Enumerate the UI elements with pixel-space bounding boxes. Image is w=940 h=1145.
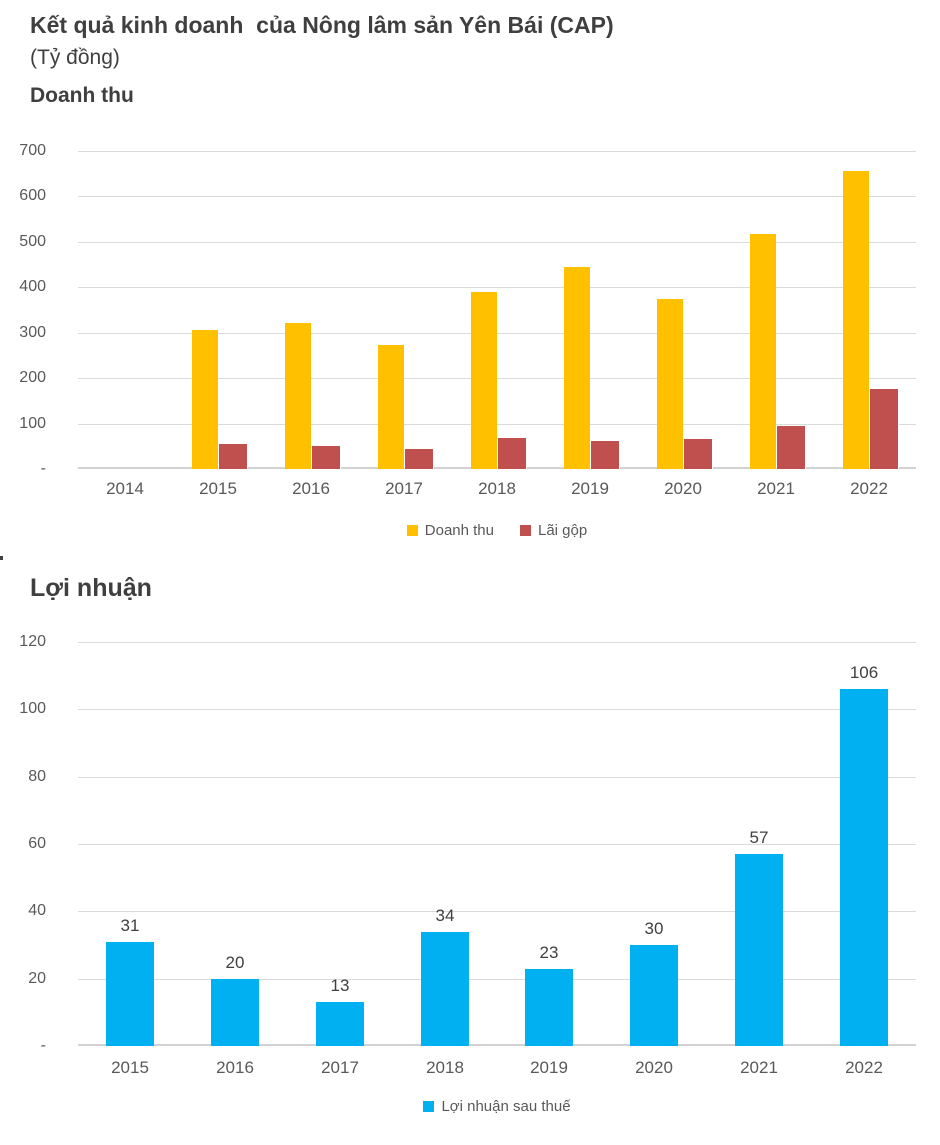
bar-lai-gop: [869, 388, 899, 469]
y-tick-label: 40: [28, 902, 46, 919]
x-tick-label: 2020: [664, 479, 702, 498]
bar-lai-gop: [497, 437, 527, 469]
x-tick-label: 2018: [478, 479, 516, 498]
y-tick-label: 120: [19, 633, 46, 650]
y-tick-label: 700: [19, 142, 46, 159]
bar-loi-nhuan-sau-thue: [840, 689, 888, 1046]
bar-loi-nhuan-sau-thue: [525, 969, 573, 1046]
x-tick-label: 2015: [111, 1058, 149, 1077]
bar-loi-nhuan-sau-thue: [421, 932, 469, 1046]
bar-lai-gop: [590, 440, 620, 469]
edge-artifact: [0, 556, 3, 560]
x-tick-label: 2016: [292, 479, 330, 498]
bar-doanh-thu: [843, 171, 869, 469]
bar-lai-gop: [776, 425, 806, 469]
legend-swatch-icon: [520, 525, 531, 536]
x-tick-label: 2022: [850, 479, 888, 498]
gridline: [78, 979, 916, 980]
bar-loi-nhuan-sau-thue: [106, 942, 154, 1046]
y-tick-label: -: [40, 1037, 46, 1054]
gridline: [78, 333, 916, 334]
gridline: [78, 151, 916, 152]
bar-lai-gop: [404, 448, 434, 469]
x-tick-label: 2021: [740, 1058, 778, 1077]
x-tick-label: 2017: [385, 479, 423, 498]
y-tick-label: 500: [19, 233, 46, 250]
x-tick-label: 2017: [321, 1058, 359, 1077]
bar-loi-nhuan-sau-thue: [211, 979, 259, 1046]
profit-legend: Lợi nhuận sau thuế: [78, 1098, 916, 1115]
y-tick-label: 600: [19, 187, 46, 204]
profit-plot-area: [78, 642, 916, 1046]
y-tick-label: 200: [19, 369, 46, 386]
gridline: [78, 777, 916, 778]
legend-item-doanh-thu: Doanh thu: [406, 522, 494, 539]
bar-doanh-thu: [192, 330, 218, 469]
x-tick-label: 2022: [845, 1058, 883, 1077]
gridline: [78, 242, 916, 243]
gridline: [78, 424, 916, 425]
x-tick-label: 2021: [757, 479, 795, 498]
bar-doanh-thu: [285, 323, 311, 469]
y-tick-label: 400: [19, 278, 46, 295]
legend-label: Lợi nhuận sau thuế: [441, 1098, 571, 1115]
bar-doanh-thu: [657, 299, 683, 469]
bar-doanh-thu: [471, 292, 497, 469]
revenue-legend: Doanh thu Lãi gộp: [78, 522, 916, 539]
x-tick-label: 2020: [635, 1058, 673, 1077]
x-tick-label: 2019: [530, 1058, 568, 1077]
revenue-chart-title: Doanh thu: [30, 84, 134, 107]
x-tick-label: 2019: [571, 479, 609, 498]
x-tick-label: 2016: [216, 1058, 254, 1077]
y-tick-label: 80: [28, 768, 46, 785]
bar-loi-nhuan-sau-thue: [630, 945, 678, 1046]
page-subtitle: (Tỷ đồng): [30, 46, 120, 69]
legend-swatch-icon: [423, 1101, 435, 1112]
profit-chart-title: Lợi nhuận: [30, 574, 152, 602]
y-tick-label: 60: [28, 835, 46, 852]
legend-label: Lãi gộp: [538, 522, 588, 539]
bar-doanh-thu: [378, 345, 404, 469]
bar-loi-nhuan-sau-thue: [735, 854, 783, 1046]
gridline: [78, 378, 916, 379]
y-tick-label: 100: [19, 700, 46, 717]
gridline: [78, 196, 916, 197]
legend-item-loi-nhuan-sau-thue: Lợi nhuận sau thuế: [423, 1098, 571, 1115]
x-axis-line: [78, 1044, 916, 1046]
y-tick-label: 300: [19, 324, 46, 341]
page-title: Kết quả kinh doanh của Nông lâm sản Yên …: [30, 12, 614, 38]
gridline: [78, 844, 916, 845]
legend-label: Doanh thu: [424, 522, 494, 539]
y-tick-label: 20: [28, 970, 46, 987]
gridline: [78, 709, 916, 710]
legend-item-lai-gop: Lãi gộp: [520, 522, 587, 539]
x-tick-label: 2015: [199, 479, 237, 498]
bar-lai-gop: [683, 438, 713, 469]
gridline: [78, 911, 916, 912]
gridline: [78, 642, 916, 643]
legend-swatch-icon: [406, 525, 418, 536]
revenue-plot-area: [78, 151, 916, 469]
y-tick-label: -: [40, 460, 46, 477]
bar-doanh-thu: [564, 267, 590, 469]
gridline: [78, 287, 916, 288]
x-tick-label: 2014: [106, 479, 144, 498]
bar-loi-nhuan-sau-thue: [316, 1002, 364, 1046]
bar-lai-gop: [218, 443, 248, 469]
y-tick-label: 100: [19, 415, 46, 432]
bar-doanh-thu: [750, 234, 776, 469]
bar-lai-gop: [311, 445, 341, 469]
x-tick-label: 2018: [426, 1058, 464, 1077]
